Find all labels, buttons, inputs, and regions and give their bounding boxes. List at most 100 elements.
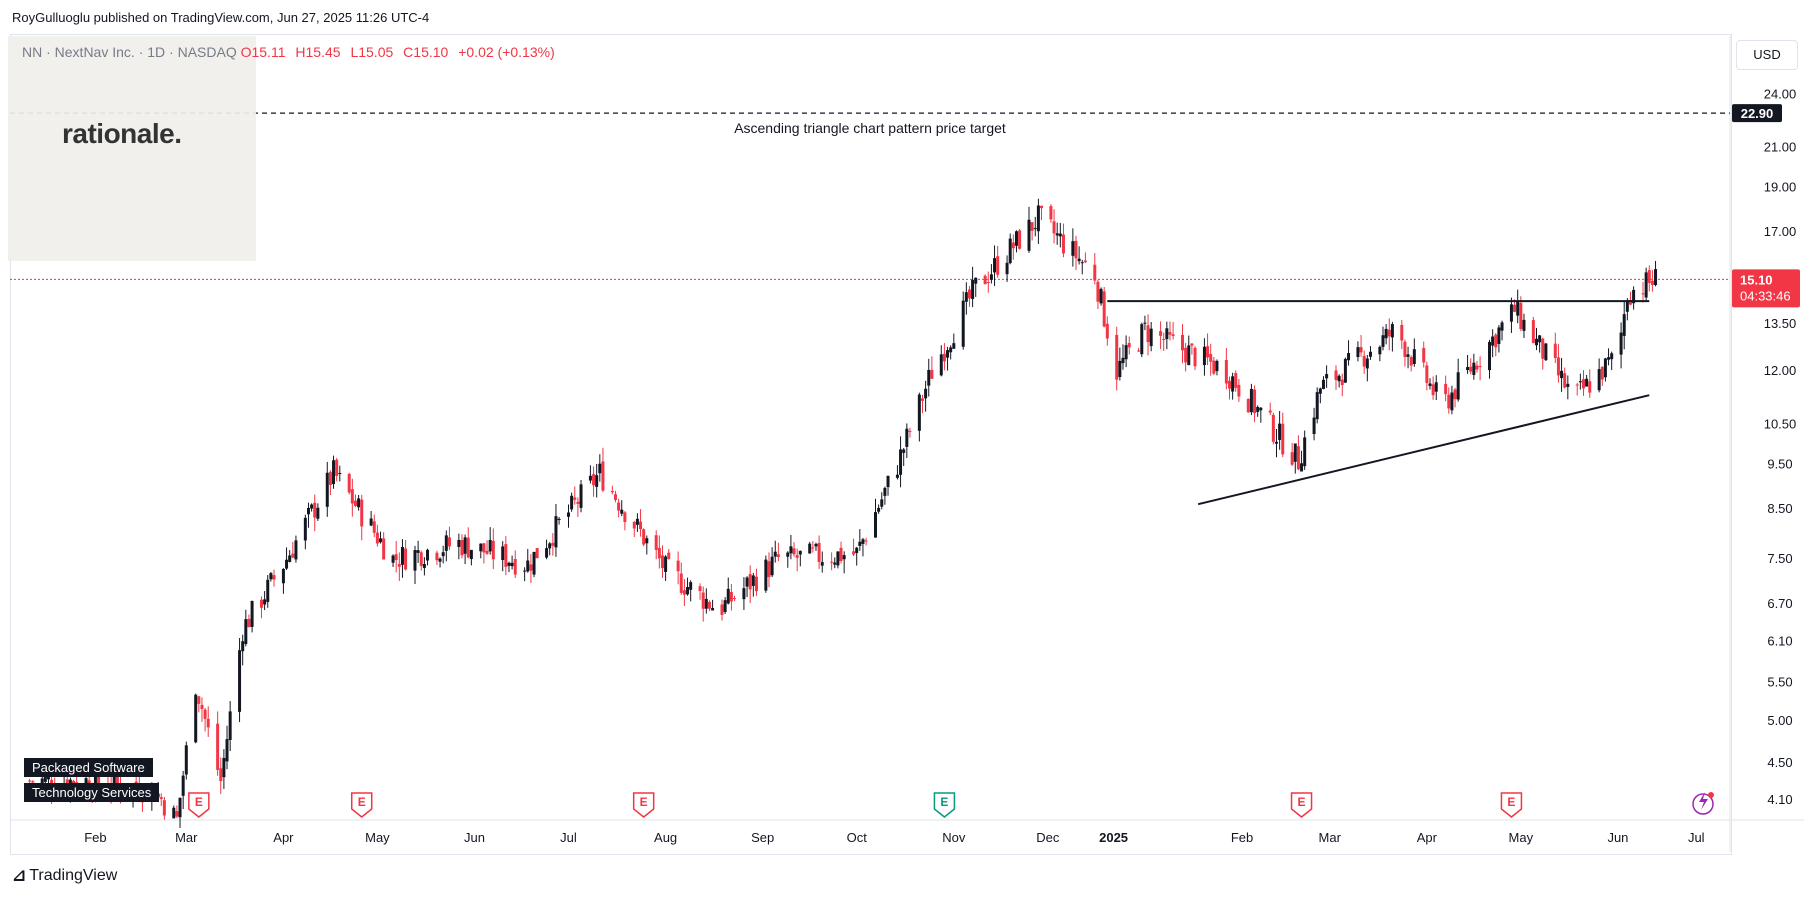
candle-body	[1488, 341, 1492, 371]
time-tick-label: Oct	[847, 830, 868, 845]
candle-body	[294, 540, 298, 560]
candle-body	[360, 499, 364, 527]
earnings-marker[interactable]	[1290, 792, 1313, 818]
candle-body	[704, 598, 708, 609]
candle-body	[1303, 437, 1307, 467]
earnings-marker[interactable]	[632, 792, 655, 818]
earnings-marker[interactable]	[350, 792, 373, 818]
candle-body	[949, 347, 953, 353]
candle-body	[1171, 334, 1175, 337]
candle-body	[1312, 417, 1316, 434]
candle-body	[1575, 384, 1579, 386]
candle-body	[426, 549, 430, 561]
candle-body	[983, 275, 987, 285]
candle-body	[924, 388, 928, 399]
candle-body	[1368, 351, 1372, 357]
candle-body	[789, 546, 793, 554]
candle-body	[1080, 262, 1084, 264]
candle-body	[1628, 300, 1632, 305]
publisher-credit: RoyGulluoglu published on TradingView.co…	[12, 10, 430, 25]
candle-body	[595, 475, 599, 487]
candle-body	[946, 350, 950, 358]
candle-body	[1055, 233, 1059, 236]
candle-body	[288, 555, 292, 562]
candle-body	[501, 546, 505, 560]
candle-body	[325, 472, 329, 507]
candle-body	[852, 551, 856, 555]
candle-body	[391, 555, 395, 563]
open-value: 15.11	[251, 44, 286, 60]
candle-body	[504, 544, 508, 567]
tradingview-footer[interactable]: ⊿ TradingView	[12, 866, 117, 886]
candle-body	[1093, 264, 1097, 281]
candle-body	[726, 588, 730, 604]
sector-tag-technology-services[interactable]: Technology Services	[24, 783, 160, 802]
candle-body	[820, 562, 824, 566]
candle-body	[1209, 353, 1213, 362]
earnings-marker[interactable]	[933, 792, 956, 818]
candle-body	[397, 563, 401, 567]
candle-body	[1268, 410, 1272, 413]
candle-body	[792, 548, 796, 555]
candle-body	[1343, 358, 1347, 383]
candle-body	[1475, 365, 1479, 370]
candle-body	[1227, 380, 1231, 389]
candle-body	[1412, 349, 1416, 364]
rationale-logo: rationale.	[62, 118, 182, 149]
candle-body	[1231, 376, 1235, 392]
symbol-legend[interactable]: NN · NextNav Inc. · 1D · NASDAQ O15.11 H…	[22, 44, 555, 60]
candle-body	[206, 718, 210, 728]
candle-body	[632, 521, 636, 529]
candle-body	[548, 543, 552, 549]
sector-tag-packaged-software[interactable]: Packaged Software	[24, 758, 153, 777]
candle-body	[416, 550, 420, 553]
time-tick-label: May	[365, 830, 390, 845]
candle-body	[263, 599, 267, 605]
time-tick-label: May	[1509, 830, 1534, 845]
candle-body	[1296, 446, 1300, 470]
candle-body	[1030, 222, 1034, 231]
candle-body	[1256, 406, 1260, 412]
candle-body	[1581, 379, 1585, 389]
candle-body	[698, 586, 702, 591]
candle-body	[1274, 441, 1278, 444]
candle-body	[1159, 331, 1163, 336]
time-tick-label: Dec	[1036, 830, 1060, 845]
price-tick-label: 8.50	[1767, 501, 1792, 516]
price-tick-label: 9.50	[1767, 456, 1792, 471]
currency-selector[interactable]: USD	[1736, 40, 1798, 70]
candle-body	[313, 502, 317, 518]
price-tick-label: 5.00	[1767, 713, 1792, 728]
candle-body	[1127, 343, 1131, 348]
candle-body	[1190, 343, 1194, 346]
symbol-title[interactable]: NN · NextNav Inc. · 1D · NASDAQ	[22, 44, 237, 60]
support-trendline[interactable]	[1197, 394, 1650, 506]
candle-body	[664, 556, 668, 572]
candle-body	[836, 551, 840, 566]
candle-body	[814, 543, 818, 547]
candle-body	[689, 582, 693, 590]
candle-body	[529, 564, 533, 571]
candle-body	[971, 279, 975, 299]
candle-body	[1644, 272, 1648, 298]
candle-body	[1509, 304, 1513, 322]
candle-body	[573, 497, 577, 500]
candle-body	[1444, 383, 1448, 395]
candle-body	[46, 776, 50, 780]
candle-body	[259, 599, 263, 608]
candle-body	[551, 542, 555, 546]
time-tick-label: Mar	[1319, 830, 1342, 845]
candle-body	[642, 529, 646, 545]
earnings-marker[interactable]	[1500, 792, 1523, 818]
candle-body	[1215, 360, 1219, 372]
earnings-marker[interactable]	[188, 792, 210, 818]
candle-body	[1102, 291, 1106, 327]
candle-body	[413, 550, 417, 571]
close-value: 15.10	[413, 44, 449, 60]
candle-body	[1469, 366, 1473, 372]
candle-body	[1121, 357, 1125, 364]
candle-body	[770, 556, 774, 576]
candle-body	[617, 502, 621, 511]
candle-body	[216, 723, 220, 770]
